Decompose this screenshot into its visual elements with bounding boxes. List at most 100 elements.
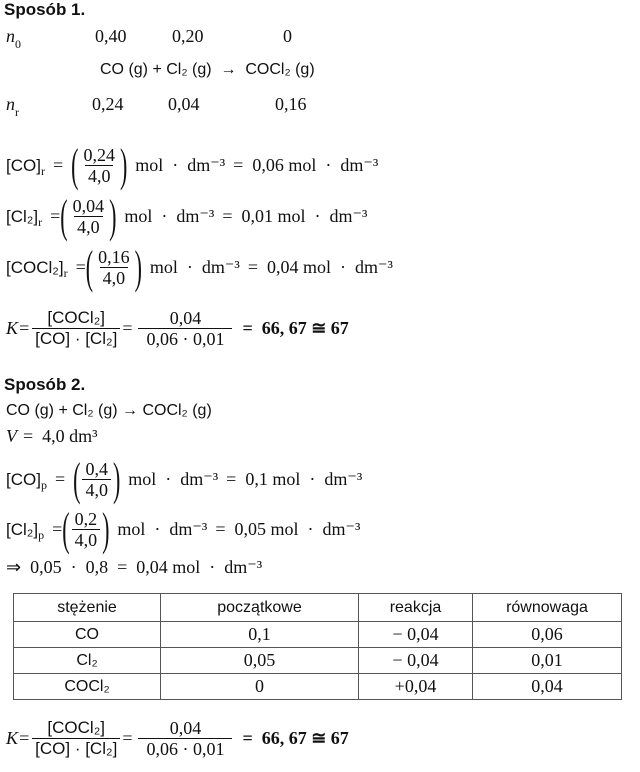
- left-paren: (: [60, 189, 68, 242]
- volume-line: V = 4,0 dm³: [6, 426, 98, 447]
- method1-reaction: CO (g) + Cl₂ (g) → COCl₂ (g): [100, 61, 315, 78]
- table-cell: Cl₂: [13, 647, 161, 674]
- right-paren: ): [109, 189, 117, 242]
- denominator: 0,06 · 0,01: [138, 328, 233, 349]
- table-cell: 0,01: [472, 647, 622, 674]
- denominator: [CO] · [Cl₂]: [32, 328, 121, 349]
- fraction: 0,04 4,0: [70, 196, 108, 237]
- k-fraction-formula: [COCl₂] [CO] · [Cl₂]: [32, 308, 121, 349]
- nr-cocl2: 0,16: [275, 94, 307, 114]
- eq-lhs: [Cl₂]: [6, 519, 39, 539]
- table-cell: 0: [160, 673, 359, 700]
- right-paren: ): [102, 502, 110, 555]
- table-cell: − 0,04: [358, 621, 473, 648]
- eq-unit: mol · dm⁻³: [128, 469, 219, 489]
- equation-cl2-r: [Cl₂] r = (0,04 4,0) mol · dm⁻³ = 0,01 mol ·…: [6, 189, 368, 242]
- numerator: 0,2: [74, 509, 98, 529]
- header-cell: początkowe: [160, 593, 359, 622]
- header-cell: reakcja: [358, 593, 473, 622]
- left-paren: (: [62, 502, 70, 555]
- nr-cl2: 0,04: [168, 94, 200, 114]
- denominator: 4,0: [74, 216, 103, 237]
- k-fraction-values: 0,04 0,06 · 0,01: [138, 308, 233, 349]
- table-cell: CO: [13, 621, 161, 648]
- eq-result: = 0,06 mol · dm⁻³: [233, 155, 379, 175]
- eq-lhs: [Cl₂]: [6, 206, 39, 226]
- eq-lhs: [CO]: [6, 155, 41, 175]
- right-paren: ): [112, 452, 121, 505]
- table-row: CO 0,1 − 0,04 0,06: [13, 621, 622, 648]
- method1-title: Sposób 1.: [4, 0, 86, 19]
- nr-subscript: r: [15, 105, 19, 119]
- n0-co: 0,40: [95, 26, 127, 46]
- eq-unit: mol · dm⁻³: [135, 155, 226, 175]
- concentration-table: stężenie początkowe reakcja równowaga CO…: [13, 593, 622, 700]
- header-cell: równowaga: [472, 593, 622, 622]
- k-fraction-formula: [COCl₂] [CO] · [Cl₂]: [32, 718, 121, 759]
- table-cell: 0,1: [160, 621, 359, 648]
- eq-subscript: r: [38, 215, 43, 229]
- method2-title: Sposób 2.: [4, 375, 86, 394]
- volume-symbol: V: [6, 426, 17, 446]
- table-cell: +0,04: [358, 673, 473, 700]
- n0-symbol: n: [6, 26, 15, 46]
- right-paren: ): [134, 240, 142, 293]
- table-row: Cl₂ 0,05 − 0,04 0,01: [13, 647, 622, 674]
- equation-co-p: [CO] p = (0,4 4,0) mol · dm⁻³ = 0,1 mol · dm…: [6, 452, 363, 505]
- eq-unit: mol · dm⁻³: [117, 519, 208, 539]
- table-row: COCl₂ 0 +0,04 0,04: [13, 673, 622, 700]
- denominator: [CO] · [Cl₂]: [32, 738, 121, 759]
- right-paren: ): [119, 138, 128, 191]
- numerator: 0,04: [72, 196, 105, 216]
- equilibrium-constant-1: K= [COCl₂] [CO] · [Cl₂] = 0,04 0,06 · 0,01 …: [6, 308, 349, 349]
- method2-reaction: CO (g) + Cl₂ (g) → COCl₂ (g): [6, 402, 212, 419]
- numerator: 0,24: [83, 145, 115, 165]
- table-header-row: stężenie początkowe reakcja równowaga: [13, 593, 622, 622]
- denominator: 4,0: [71, 529, 101, 550]
- volume-value: = 4,0 dm³: [23, 426, 98, 446]
- k-label: K=: [6, 318, 31, 338]
- table-cell: 0,06: [472, 621, 622, 648]
- fraction: 0,16 4,0: [95, 247, 133, 288]
- left-paren: (: [73, 452, 81, 505]
- numerator: 0,16: [98, 247, 130, 267]
- eq-lhs: [CO]: [6, 469, 41, 489]
- header-cell: stężenie: [13, 593, 161, 622]
- denominator: 4,0: [82, 479, 111, 500]
- numerator: 0,04: [169, 308, 202, 328]
- eq-unit: mol · dm⁻³: [149, 257, 240, 277]
- k-result: = 66, 67 ≅ 67: [242, 728, 349, 748]
- table-cell: COCl₂: [13, 673, 161, 700]
- n0-cl2: 0,20: [172, 26, 204, 46]
- numerator: [COCl₂]: [47, 718, 106, 737]
- eq-subscript: p: [40, 478, 47, 492]
- eq-result: = 0,1 mol · dm⁻³: [226, 469, 363, 489]
- equation-co-r: [CO] r = (0,24 4,0) mol · dm⁻³ = 0,06 mol · …: [6, 138, 379, 191]
- eq-subscript: r: [63, 266, 68, 280]
- n0-cocl2: 0: [283, 26, 292, 46]
- equation-cocl2-r: [COCl₂] r = (0,16 4,0) mol · dm⁻³ = 0,04 mol…: [6, 240, 393, 293]
- eq-result: = 0,01 mol · dm⁻³: [222, 206, 368, 226]
- left-paren: (: [71, 138, 79, 191]
- eq-lhs: [COCl₂]: [6, 257, 64, 277]
- n0-subscript: 0: [15, 37, 21, 51]
- fraction: 0,24 4,0: [80, 145, 118, 186]
- equilibrium-constant-2: K= [COCl₂] [CO] · [Cl₂] = 0,04 0,06 · 0,01 …: [6, 718, 349, 759]
- denominator: 4,0: [84, 165, 114, 186]
- eq-result: = 0,04 mol · dm⁻³: [247, 257, 393, 277]
- eq-result: = 0,05 mol · dm⁻³: [215, 519, 361, 539]
- numerator: [COCl₂]: [47, 308, 106, 327]
- denominator: 0,06 · 0,01: [138, 738, 233, 759]
- eq-unit: mol · dm⁻³: [124, 206, 215, 226]
- k-fraction-values: 0,04 0,06 · 0,01: [138, 718, 233, 759]
- nr-co: 0,24: [92, 94, 124, 114]
- eq-subscript: r: [40, 164, 45, 178]
- nr-label: nr: [6, 94, 19, 119]
- table-cell: 0,05: [160, 647, 359, 674]
- nr-symbol: n: [6, 94, 15, 114]
- left-paren: (: [85, 240, 94, 293]
- equation-cl2-p: [Cl₂] p = (0,2 4,0) mol · dm⁻³ = 0,05 mol · …: [6, 502, 361, 555]
- denominator: 4,0: [99, 267, 129, 288]
- numerator: 0,04: [169, 718, 202, 738]
